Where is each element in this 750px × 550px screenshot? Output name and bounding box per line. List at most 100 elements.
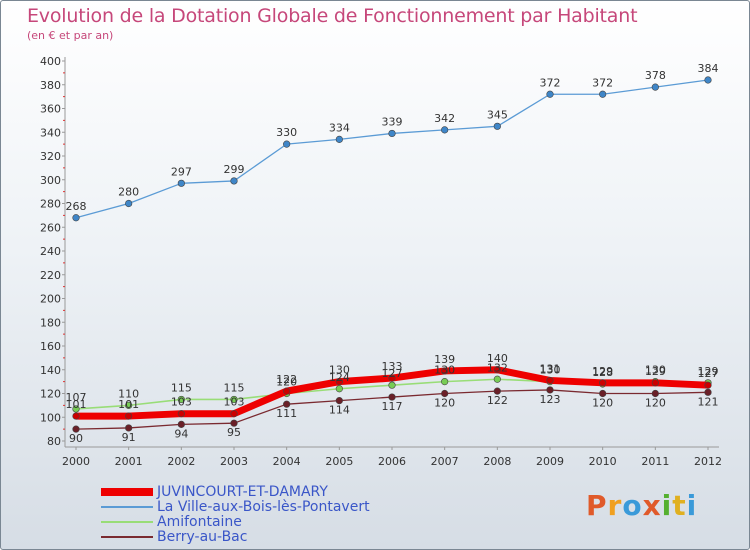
data-label: 121 <box>698 395 719 408</box>
y-tick-label: 120 <box>40 388 61 401</box>
data-label: 127 <box>698 367 719 380</box>
data-point <box>599 389 607 398</box>
y-tick-label: 140 <box>40 364 61 377</box>
y-tick-label: 200 <box>40 293 61 306</box>
data-point <box>651 379 659 387</box>
data-point <box>335 385 343 393</box>
data-label: 130 <box>329 364 350 377</box>
data-label: 115 <box>171 381 192 394</box>
data-point <box>651 389 659 398</box>
x-tick-label: 2006 <box>378 455 406 468</box>
data-point <box>546 376 554 385</box>
line-chart: 80 100 120 140 160 180 200 220 240 260 280 300 320 34… <box>40 55 722 468</box>
data-label: 268 <box>66 200 87 213</box>
data-point <box>177 395 185 404</box>
data-point <box>177 410 185 418</box>
data-point <box>388 393 396 401</box>
legend-swatch <box>101 488 153 496</box>
data-point <box>335 378 343 386</box>
y-tick-label: 260 <box>40 221 61 234</box>
data-point <box>177 179 185 187</box>
data-label: 117 <box>382 400 403 413</box>
data-point <box>72 412 80 420</box>
data-label: 130 <box>540 364 561 377</box>
y-tick-label: 180 <box>40 316 61 329</box>
data-label: 129 <box>592 365 613 378</box>
data-point <box>388 381 396 389</box>
x-tick-label: 2004 <box>273 455 301 468</box>
data-point <box>441 378 449 386</box>
data-point <box>546 386 554 394</box>
proxiti-logo: Proxiti <box>586 489 698 522</box>
data-label: 130 <box>434 364 455 377</box>
legend-swatch <box>101 521 153 523</box>
y-tick-label: 280 <box>40 198 61 211</box>
x-tick-label: 2001 <box>115 455 143 468</box>
legend-label: JUVINCOURT-ET-DAMARY <box>157 484 328 500</box>
data-label: 107 <box>66 391 87 404</box>
data-label: 91 <box>122 431 136 444</box>
data-label: 378 <box>645 69 666 82</box>
data-point <box>388 374 396 382</box>
data-label: 345 <box>487 108 508 121</box>
data-point <box>388 129 396 138</box>
data-point <box>704 76 712 84</box>
data-point <box>704 388 712 396</box>
series-line-1 <box>75 79 709 219</box>
data-label: 122 <box>276 373 297 386</box>
y-tick-label: 340 <box>40 126 61 139</box>
data-point <box>599 90 607 98</box>
data-point <box>125 412 133 420</box>
data-label: 120 <box>592 397 613 410</box>
x-tick-label: 2000 <box>62 455 90 468</box>
x-tick-label: 2010 <box>589 455 617 468</box>
x-tick-label: 2005 <box>325 455 353 468</box>
y-tick-label: 320 <box>40 150 61 163</box>
data-label: 129 <box>698 365 719 378</box>
data-label: 120 <box>276 376 297 389</box>
data-point <box>283 400 291 408</box>
data-label: 130 <box>645 364 666 377</box>
chart-subtitle: (en € et par an) <box>27 29 114 42</box>
y-tick-label: 80 <box>47 435 61 448</box>
data-point <box>230 419 238 427</box>
y-tick-label: 360 <box>40 103 61 116</box>
y-tick-label: 300 <box>40 174 61 187</box>
data-point <box>599 379 607 387</box>
data-point <box>125 424 133 432</box>
data-label: 110 <box>118 387 139 400</box>
data-point <box>230 177 238 185</box>
x-tick-label: 2012 <box>694 455 722 468</box>
data-label: 128 <box>592 366 613 379</box>
data-point <box>493 366 501 374</box>
data-point <box>493 122 501 130</box>
x-tick-label: 2009 <box>536 455 564 468</box>
data-point <box>72 405 80 413</box>
legend-swatch <box>101 536 153 538</box>
data-label: 114 <box>329 404 350 417</box>
data-label: 280 <box>118 186 139 199</box>
legend-label: Berry-au-Bac <box>157 529 248 545</box>
data-point <box>283 140 291 148</box>
data-point <box>493 387 501 395</box>
data-point <box>72 425 80 433</box>
data-point <box>125 199 133 208</box>
x-tick-label: 2008 <box>483 455 511 468</box>
data-label: 330 <box>276 126 297 139</box>
data-label: 124 <box>329 371 350 384</box>
data-label: 372 <box>540 76 561 89</box>
legend-swatch <box>101 506 153 508</box>
data-label: 123 <box>540 393 561 406</box>
data-point <box>546 90 554 98</box>
data-label: 131 <box>540 362 561 375</box>
x-tick-label: 2002 <box>167 455 195 468</box>
data-point <box>651 83 659 91</box>
data-label: 103 <box>224 396 245 409</box>
data-label: 103 <box>171 396 192 409</box>
data-point <box>177 420 185 428</box>
data-label: 95 <box>227 426 241 439</box>
data-point <box>493 375 501 383</box>
data-label: 339 <box>382 115 403 128</box>
data-label: 111 <box>276 407 297 420</box>
